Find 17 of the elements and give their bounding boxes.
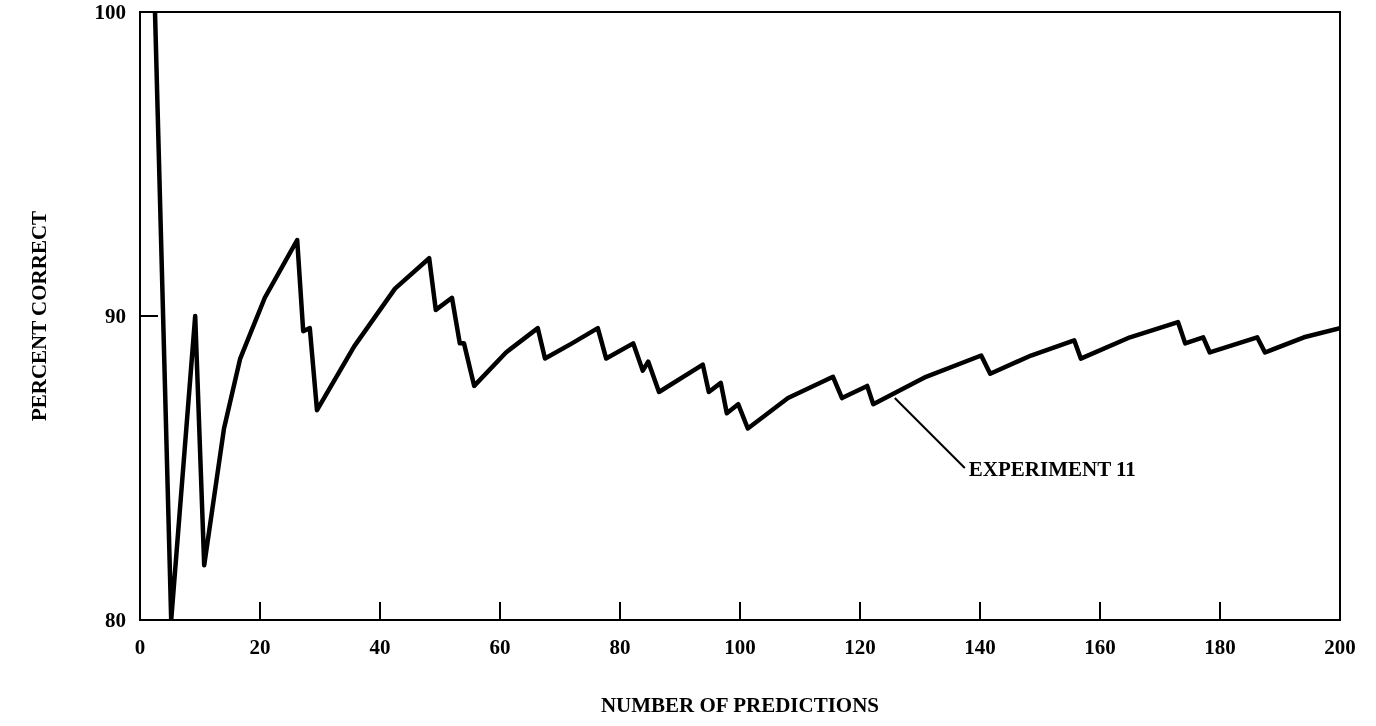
y-tick-label: 100 [94, 0, 126, 25]
y-axis-title: PERCENT CORRECT [27, 210, 51, 422]
x-tick-label: 180 [1204, 635, 1236, 659]
x-tick-label: 200 [1324, 635, 1356, 659]
x-tick-label: 160 [1084, 635, 1116, 659]
x-tick-label: 140 [964, 635, 996, 659]
x-tick-label: 40 [369, 635, 391, 659]
y-tick-label: 90 [105, 304, 126, 329]
annotation: EXPERIMENT 11 [968, 457, 1136, 482]
y-tick-label: 80 [105, 608, 126, 633]
x-tick-label: 80 [609, 635, 631, 659]
x-tick-label: 0 [134, 635, 146, 659]
x-tick-label: 120 [844, 635, 876, 659]
x-tick-label: 20 [249, 635, 271, 659]
x-tick-label: 60 [489, 635, 511, 659]
x-axis-title: NUMBER OF PREDICTIONS [600, 693, 880, 717]
x-tick-label: 100 [724, 635, 756, 659]
